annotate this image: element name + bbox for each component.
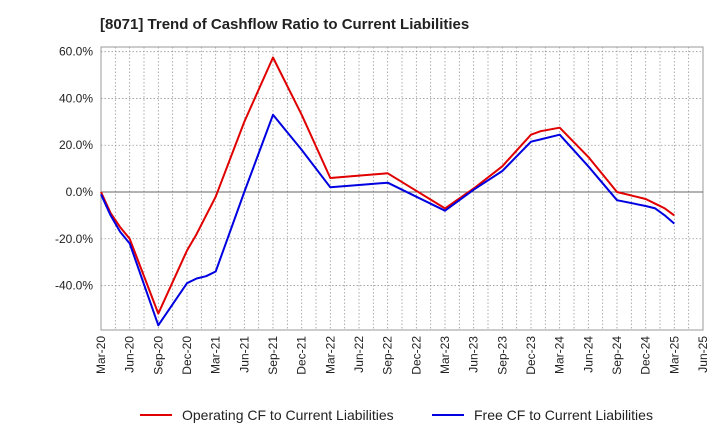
x-tick-label: Sep-24 xyxy=(610,336,624,375)
x-tick-label: Dec-23 xyxy=(524,336,538,375)
x-tick-label: Dec-22 xyxy=(409,336,423,375)
y-tick-label: 60.0% xyxy=(59,45,93,59)
x-tick-label: Dec-21 xyxy=(295,336,309,375)
legend: Operating CF to Current Liabilities Free … xyxy=(140,407,653,423)
x-tick-label: Jun-23 xyxy=(467,336,481,373)
legend-label: Free CF to Current Liabilities xyxy=(474,407,653,423)
x-tick-label: Jun-24 xyxy=(581,336,595,373)
chart-title: [8071] Trend of Cashflow Ratio to Curren… xyxy=(100,16,469,33)
x-axis: Mar-20 Jun-20 Sep-20 Dec-20 Mar-21 Jun-21 Sep-… xyxy=(94,336,710,375)
series-line-free-cf xyxy=(100,113,675,327)
x-tick-label: Mar-25 xyxy=(667,336,681,374)
x-tick-label: Sep-21 xyxy=(266,336,280,375)
y-tick-label: -40.0% xyxy=(55,279,93,293)
x-tick-label: Mar-23 xyxy=(438,336,452,374)
y-tick-label: 0.0% xyxy=(66,185,94,199)
series-lines xyxy=(100,56,675,327)
x-tick-label: Dec-24 xyxy=(639,336,653,375)
y-axis: 60.0% 40.0% 20.0% 0.0% -20.0% -40.0% xyxy=(55,45,93,293)
y-tick-label: 40.0% xyxy=(59,91,93,105)
legend-label: Operating CF to Current Liabilities xyxy=(182,407,394,423)
grid-lines xyxy=(101,47,703,330)
x-tick-label: Sep-22 xyxy=(381,336,395,375)
y-tick-label: 20.0% xyxy=(59,138,93,152)
x-tick-label: Sep-23 xyxy=(495,336,509,375)
x-tick-label: Jun-22 xyxy=(352,336,366,373)
x-tick-label: Mar-20 xyxy=(94,336,108,374)
x-tick-label: Mar-21 xyxy=(209,336,223,374)
x-tick-label: Sep-20 xyxy=(151,336,165,375)
x-tick-label: Jun-21 xyxy=(237,336,251,373)
x-tick-label: Mar-22 xyxy=(323,336,337,374)
x-tick-label: Jun-25 xyxy=(696,336,710,373)
x-tick-label: Mar-24 xyxy=(553,336,567,374)
x-tick-label: Jun-20 xyxy=(123,336,137,373)
series-line-operating-cf xyxy=(100,56,675,315)
x-tick-label: Dec-20 xyxy=(180,336,194,375)
y-tick-label: -20.0% xyxy=(55,232,93,246)
